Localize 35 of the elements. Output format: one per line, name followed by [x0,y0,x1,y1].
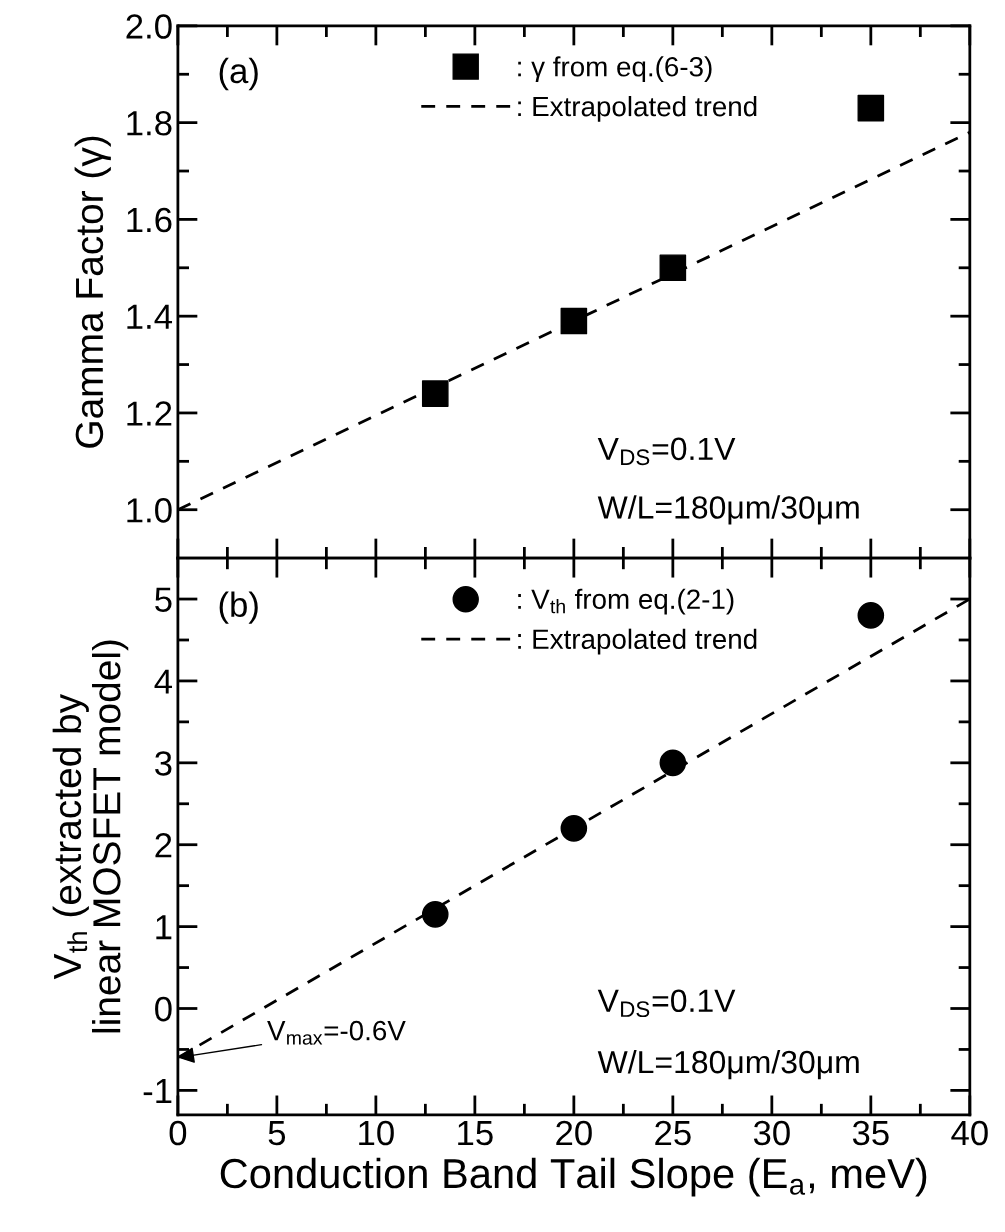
y-tick-label: 1.0 [127,498,172,523]
x-tick-label: 35 [852,1120,889,1146]
x-tick-label: 15 [458,1121,493,1146]
y-tick-label: 5 [155,587,172,612]
y-tick-label: 1.4 [127,304,173,329]
legend-label: : Extrapolated trend [518,95,757,122]
x-tick-label: 25 [655,1120,691,1146]
x-tick-label: 40 [951,1120,988,1146]
y-tick-label: 1 [156,915,172,940]
y-axis-title: Gamma Factor (γ) [74,136,111,448]
x-axis-title: Conduction Band Tail Slope (E$_{a}$, meV) [220,1157,927,1197]
annotation: W/L=180μm/30μm [597,495,859,525]
annotation: V$_{DS}$=0.1V [597,437,736,466]
annotation: (a) [219,57,258,91]
annotation: W/L=180μm/30μm [597,1049,859,1080]
legend-label: : Extrapolated trend [518,628,757,655]
annotation: V$_{max}$=-0.6V [267,1020,406,1045]
y-tick-label: 0 [155,996,172,1022]
y-tick-label: 1.2 [127,401,172,426]
y-tick-label: 1.8 [127,110,172,136]
y-tick-label: 2 [155,833,172,858]
x-tick-label: 10 [359,1120,394,1146]
x-tick-label: 30 [753,1120,790,1146]
y-tick-label: -1 [143,1079,172,1103]
y-tick-label: 1.6 [127,207,172,233]
annotation: V$_{DS}$=0.1V [597,989,736,1018]
y-tick-label: 3 [155,751,172,776]
annotation: (b) [219,591,258,624]
y-tick-label: 2.0 [126,14,172,39]
y-tick-label: 4 [154,669,173,694]
legend-label: : γ from eq.(6-3) [518,56,712,83]
y-axis-title: V$_{th}$ (extracted by linear MOSFET model) [52,640,129,1033]
x-tick-label: 5 [268,1121,286,1146]
x-tick-label: 20 [556,1120,592,1146]
legend-label: : V$_{th}$ from eq.(2-1) [518,588,734,615]
